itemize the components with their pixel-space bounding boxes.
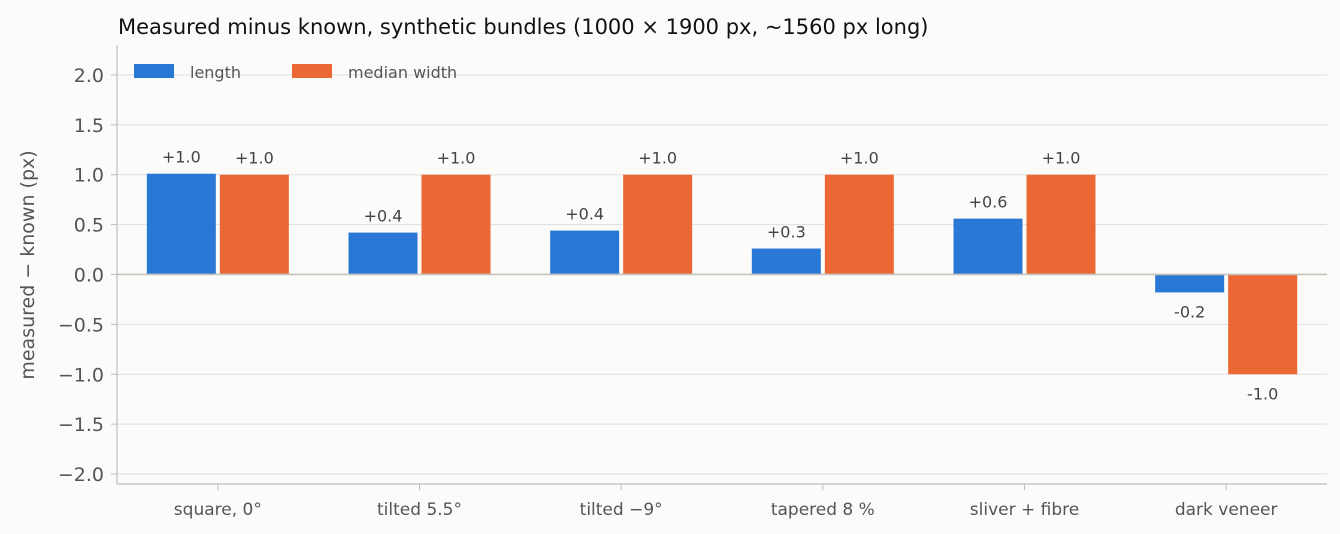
bar-median-width-square-0 [219,174,289,275]
y-tick-label: 0.0 [74,264,104,286]
data-label: +1.0 [235,149,274,168]
bar-median-width-dark-veneer [1228,274,1298,375]
data-label: +0.3 [767,223,806,242]
bars [146,173,1298,375]
x-tick-label: square, 0° [174,500,262,520]
bar-median-width-tilted-9 [623,174,693,275]
data-label: +0.4 [364,207,403,226]
y-tick-label: 1.0 [74,165,104,187]
x-tick-label: tilted −9° [580,500,663,520]
gridlines [117,74,1327,475]
bar-length-sliver-fibre [953,218,1023,275]
bar-length-tilted-9 [550,230,620,275]
data-label: +0.6 [969,193,1008,212]
data-labels: +1.0 +1.0 +0.4 +1.0 +0.4 +1.0 +0.3 +1.0 +0.6 +1.0… [162,148,1278,404]
bar-length-square-0 [146,173,216,275]
y-axis-label: measured − known (px) [17,150,39,379]
data-label: +1.0 [162,148,201,167]
data-label: +1.0 [437,149,476,168]
legend-label-median-width: median width [348,63,457,82]
legend-swatch-median-width [292,64,332,78]
bar-median-width-tilted-5-5 [421,174,491,275]
data-label: -1.0 [1247,384,1278,403]
legend: length median width [134,63,457,82]
chart-title: Measured minus known, synthetic bundles … [118,15,929,39]
bar-length-tilted-5-5 [348,232,418,275]
y-tick-label: 0.5 [74,215,104,237]
data-label: +1.0 [840,149,879,168]
x-tick-label: dark veneer [1175,500,1278,520]
x-tick-label: sliver + fibre [970,500,1079,520]
legend-label-length: length [190,63,241,82]
x-tick-label: tapered 8 % [771,500,875,520]
data-label: +1.0 [1042,149,1081,168]
bar-median-width-tapered-8 [824,174,894,275]
data-label: +1.0 [638,149,677,168]
y-tick-label: −0.5 [58,314,104,336]
bar-length-dark-veneer [1155,274,1225,293]
bar-median-width-sliver-fibre [1026,174,1096,275]
y-tick-label: 1.5 [74,115,104,137]
legend-swatch-length [134,64,174,78]
y-tick-label: 2.0 [74,65,104,87]
bar-length-tapered-8 [751,248,821,275]
y-tick-label: −1.0 [58,364,104,386]
x-tick-label: tilted 5.5° [377,500,462,520]
y-tick-label: −1.5 [58,414,104,436]
axes: 2.0 1.5 1.0 0.5 0.0 −0.5 −1.0 −1.5 −2.0 square, 0… [58,45,1327,520]
y-tick-label: −2.0 [58,464,104,486]
data-label: -0.2 [1174,302,1205,321]
data-label: +0.4 [565,205,604,224]
